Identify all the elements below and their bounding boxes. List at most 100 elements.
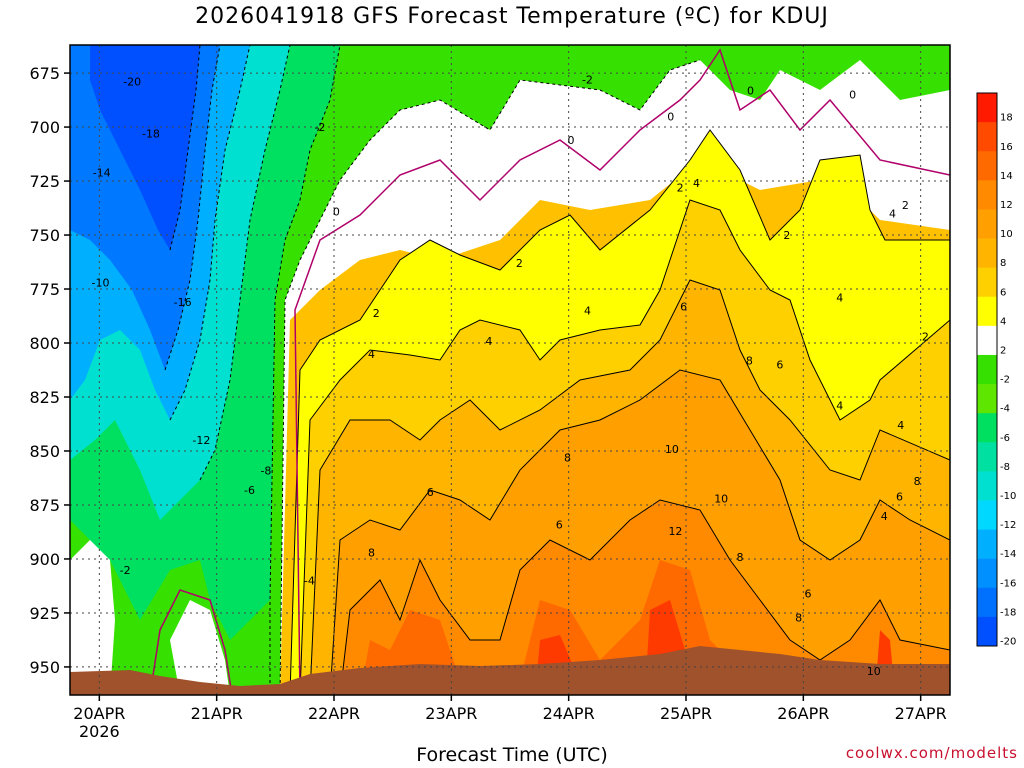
cold-isotherms	[164, 45, 701, 695]
isotherm-label: 8	[914, 475, 921, 488]
colorbar-label: 14	[1000, 171, 1013, 182]
isotherm-0c-low	[149, 589, 233, 695]
isotherm-label: 2	[516, 257, 523, 270]
x-tick-label: 24APR	[543, 704, 595, 723]
isotherm-label: 4	[897, 419, 904, 432]
colorbar-swatch	[977, 93, 997, 123]
isotherm-label: 4	[836, 400, 843, 413]
isotherm-label: 4	[889, 207, 896, 220]
y-tick-label: 750	[29, 226, 60, 245]
isotherm-m12c	[169, 45, 251, 421]
isotherm-label: 0	[667, 110, 674, 123]
isotherm-label: 12	[668, 525, 682, 538]
colorbar-frame	[976, 92, 998, 647]
chart-title: 2026041918 GFS Forecast Temperature (ºC)…	[195, 4, 829, 29]
x-tick-label: 26APR	[777, 704, 829, 723]
colorbar-swatch	[977, 151, 997, 181]
isotherm-label: 4	[368, 348, 375, 361]
isotherm-label: -14	[93, 166, 111, 179]
y-tick-label: 725	[29, 172, 60, 191]
x-tick-label: 23APR	[425, 704, 477, 723]
colorbar-label: 12	[1000, 200, 1013, 211]
isotherm-label: 10	[867, 665, 881, 678]
isotherm-label: 8	[564, 451, 571, 464]
isotherm-label: 4	[836, 292, 843, 305]
isotherm-label: -10	[92, 277, 110, 290]
isotherm-label: 2	[677, 182, 684, 195]
isotherm-label: 10	[714, 492, 728, 505]
x-tick-label: 27APR	[895, 704, 947, 723]
isotherm-8c	[329, 369, 950, 695]
isotherm-label: 4	[485, 335, 492, 348]
isotherm-label: 6	[896, 490, 903, 503]
colorbar-label: 10	[1000, 229, 1013, 240]
cold-pocket-low-left	[70, 540, 115, 695]
colorbar-label: -20	[1000, 637, 1016, 648]
colorbar-label: -18	[1000, 607, 1016, 618]
x-tick-label: 21APR	[191, 704, 243, 723]
colorbar-swatch	[977, 238, 997, 269]
isotherm-label: -2	[120, 564, 131, 577]
isotherm-10c	[339, 499, 950, 695]
isotherm-label: 0	[333, 205, 340, 218]
isotherm-label: 0	[849, 89, 856, 102]
colorbar-swatch	[977, 122, 997, 152]
isotherm-label: -6	[244, 484, 255, 497]
colorbar-label: -8	[1000, 462, 1010, 473]
colorbar-swatch	[977, 442, 997, 472]
layer-10c	[340, 500, 950, 695]
isotherm-label: -2	[314, 121, 325, 134]
isotherm-m16c	[164, 45, 221, 371]
isotherm-label: 8	[746, 354, 753, 367]
y-tick-label: 700	[29, 118, 60, 137]
colorbar-swatch	[977, 616, 997, 647]
isotherm-label: -2	[582, 74, 593, 87]
colorbar-label: 16	[1000, 142, 1013, 153]
colorbar-label: 2	[1000, 345, 1006, 356]
colorbar-label: -2	[1000, 375, 1010, 386]
isotherm-label: 6	[805, 588, 812, 601]
x-tick-label: 25APR	[660, 704, 712, 723]
y-tick-label: 800	[29, 334, 60, 353]
isotherm-label: 6	[427, 486, 434, 499]
colorbar-swatch	[977, 413, 997, 443]
colorbar-label: 8	[1000, 258, 1006, 269]
y-tick-label: 775	[29, 280, 60, 299]
isotherm-label: -16	[174, 296, 192, 309]
cold-layer-m20	[90, 45, 200, 250]
x-tick-label: 22APR	[308, 704, 360, 723]
colorbar-label: 18	[1000, 113, 1013, 124]
credit-text: coolwx.com/modelts	[845, 744, 1018, 762]
colorbar-swatch	[977, 587, 997, 618]
colorbar-swatch	[977, 267, 997, 298]
y-tick-label: 950	[29, 658, 60, 677]
y-tick-label: 825	[29, 388, 60, 407]
isotherm-0c	[294, 48, 950, 695]
colorbar-swatch	[977, 471, 997, 501]
freezing-lines	[149, 48, 950, 695]
isotherm-label: 0	[747, 84, 754, 97]
isotherm-label: 2	[922, 331, 929, 344]
isotherm-label: 6	[556, 518, 563, 531]
cold-pocket-low	[170, 600, 230, 695]
isotherm-label: 4	[693, 177, 700, 190]
y-tick-label: 675	[29, 64, 60, 83]
isotherm-label: 8	[795, 611, 802, 624]
colorbar-label: -16	[1000, 578, 1016, 589]
y-tick-label: 875	[29, 496, 60, 515]
colorbar-label: 4	[1000, 316, 1006, 327]
isotherm-label: 6	[776, 359, 783, 372]
grid-lines	[70, 45, 950, 695]
isotherm-label: 10	[665, 443, 679, 456]
colorbar-label: -14	[1000, 549, 1016, 560]
isotherm-label: 4	[881, 510, 888, 523]
colorbar: 18 16 14 12 10 8 6 4 2 -2 -4 -6 -8 -10 -12 -14 -16 -18 -20	[976, 92, 1016, 648]
colorbar-swatch	[977, 354, 997, 385]
isotherm-m2c	[279, 59, 701, 695]
isotherm-2c	[289, 129, 950, 695]
colorbar-label: -6	[1000, 433, 1010, 444]
isotherm-label: 2	[902, 199, 909, 212]
